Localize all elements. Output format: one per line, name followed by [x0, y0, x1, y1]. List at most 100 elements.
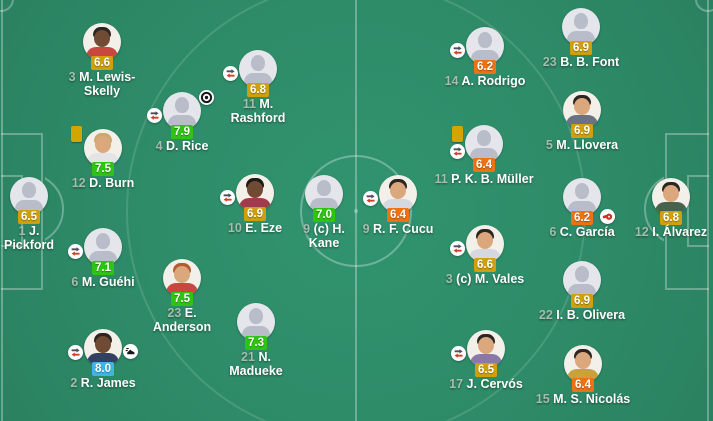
player-name: 11 M. Rashford — [188, 97, 328, 125]
player-card[interactable]: 6.5 1 J. Pickford — [4, 177, 54, 251]
rating-badge: 6.9 — [244, 207, 266, 221]
player-number: 6 — [71, 275, 82, 289]
player-name: 4 D. Rice — [112, 139, 252, 154]
player-card[interactable]: 7.5 23 E. Anderson — [153, 259, 211, 333]
player-number: 14 — [444, 74, 462, 88]
goal-line-left — [1, 0, 3, 421]
player-number: 3 — [68, 70, 80, 84]
avatar-face — [95, 336, 111, 353]
player-card[interactable]: 7.1 6 M. Guéhi — [68, 228, 135, 289]
player-avatar — [163, 259, 201, 297]
rating-badge: 6.5 — [475, 363, 497, 377]
player-name-line: 23 B. B. Font — [542, 55, 620, 69]
player-name-line: 17 J. Cervós — [449, 377, 523, 391]
goal-icon — [199, 90, 214, 105]
player-number: 12 — [634, 225, 653, 239]
player-name: 6 C. García — [512, 225, 652, 240]
penalty-arc-left — [45, 173, 67, 249]
player-card[interactable]: 6.6 3 M. Lewis- Skelly — [69, 23, 135, 97]
player-name-line: 12 D. Burn — [71, 176, 135, 190]
player-name-line: 6 M. Guéhi — [71, 275, 135, 289]
rating-badge: 7.1 — [92, 261, 114, 275]
substitution-icon — [223, 66, 238, 81]
player-card[interactable]: 6.4 9 R. F. Cucu — [363, 175, 433, 236]
player-name-line: Skelly — [83, 83, 121, 98]
goal-line-right — [707, 0, 709, 421]
avatar-silhouette-head — [249, 308, 263, 324]
player-name-line: 1 J. — [18, 224, 40, 238]
player-name: 22 I. B. Olivera — [512, 308, 652, 323]
player-name-line: 10 E. Eze — [227, 221, 283, 235]
player-name-line: Rashford — [230, 110, 286, 125]
player-name-line: 11 P. K. B. Müller — [434, 172, 534, 186]
player-name: 23 B. B. Font — [511, 55, 651, 70]
player-card[interactable]: 6.9 23 B. B. Font — [543, 8, 619, 69]
player-name-line: 22 I. B. Olivera — [538, 308, 626, 322]
player-avatar — [379, 175, 417, 213]
player-number: 23 — [542, 55, 561, 69]
rating-badge: 6.9 — [571, 124, 593, 138]
player-number: 9 — [362, 222, 373, 236]
player-card[interactable]: 7.3 21 N. Madueke — [229, 303, 283, 377]
player-card[interactable]: 8.0 2 R. James — [68, 329, 138, 390]
avatar-silhouette-head — [574, 13, 588, 29]
avatar-face — [663, 185, 679, 202]
avatar-silhouette-head — [477, 130, 491, 146]
player-card[interactable]: 6.8 12 I. Álvarez — [635, 178, 707, 239]
rating-badge: 7.9 — [171, 125, 193, 139]
player-card[interactable]: 7.5 12 D. Burn — [71, 126, 134, 190]
avatar-silhouette-head — [575, 183, 589, 199]
player-avatar — [466, 225, 504, 263]
player-number: 4 — [155, 139, 167, 153]
player-name: 5 M. Llovera — [512, 138, 652, 153]
avatar-silhouette-head — [575, 266, 589, 282]
player-name: 14 A. Rodrigo — [415, 74, 555, 89]
player-name-line: 5 M. Llovera — [545, 138, 619, 152]
rating-badge: 7.5 — [92, 162, 114, 176]
player-card[interactable]: 6.6 3 (c) M. Vales — [446, 225, 524, 286]
player-number: 22 — [538, 308, 557, 322]
player-avatar — [465, 125, 503, 163]
player-card[interactable]: 6.9 22 I. B. Olivera — [539, 261, 625, 322]
player-number: 12 — [71, 176, 90, 190]
corner-arc-top-left — [0, 0, 14, 12]
corner-arc-top-right — [695, 0, 713, 12]
player-number: 11 — [434, 172, 452, 186]
avatar-face — [574, 98, 590, 115]
center-spot — [354, 209, 358, 213]
substitution-icon — [68, 345, 83, 360]
substitution-icon — [450, 43, 465, 58]
rating-badge: 6.9 — [571, 294, 593, 308]
rating-badge: 6.6 — [91, 56, 113, 70]
player-name: 6 M. Guéhi — [33, 275, 173, 290]
player-number: 17 — [449, 377, 467, 391]
player-card[interactable]: 6.5 17 J. Cervós — [449, 330, 523, 391]
avatar-silhouette-head — [317, 180, 331, 196]
avatar-face — [95, 136, 111, 153]
player-name: 3 (c) M. Vales — [415, 272, 555, 287]
player-card[interactable]: 6.4 11 P. K. B. Müller — [434, 125, 534, 186]
player-card[interactable]: 6.2 14 A. Rodrigo — [445, 27, 525, 88]
player-avatar — [83, 23, 121, 61]
player-avatar — [84, 129, 122, 167]
avatar-silhouette-head — [478, 32, 492, 48]
player-card[interactable]: 7.0 9 (c) H. Kane — [303, 175, 345, 249]
substitution-icon — [363, 191, 378, 206]
player-card[interactable]: 6.4 15 M. S. Nicolás — [536, 345, 630, 406]
player-number: 23 — [167, 306, 185, 320]
player-name-line: 9 (c) H. — [303, 222, 345, 236]
player-name-line: 3 M. Lewis- — [68, 70, 136, 84]
player-card[interactable]: 6.9 5 M. Llovera — [546, 91, 618, 152]
player-name: 2 R. James — [33, 376, 173, 391]
rating-badge: 6.9 — [570, 41, 592, 55]
rating-badge: 7.5 — [171, 292, 193, 306]
player-card[interactable]: 6.9 10 E. Eze — [220, 174, 282, 235]
player-name: 1 J. Pickford — [0, 224, 99, 252]
avatar-face — [477, 232, 493, 249]
player-name-line: Madueke — [229, 363, 283, 378]
player-card[interactable]: 7.9 4 D. Rice — [147, 90, 214, 153]
player-number: 2 — [70, 376, 81, 390]
player-card[interactable]: 6.2 6 C. García — [549, 178, 615, 239]
player-card[interactable]: 6.8 11 M. Rashford — [223, 50, 285, 124]
